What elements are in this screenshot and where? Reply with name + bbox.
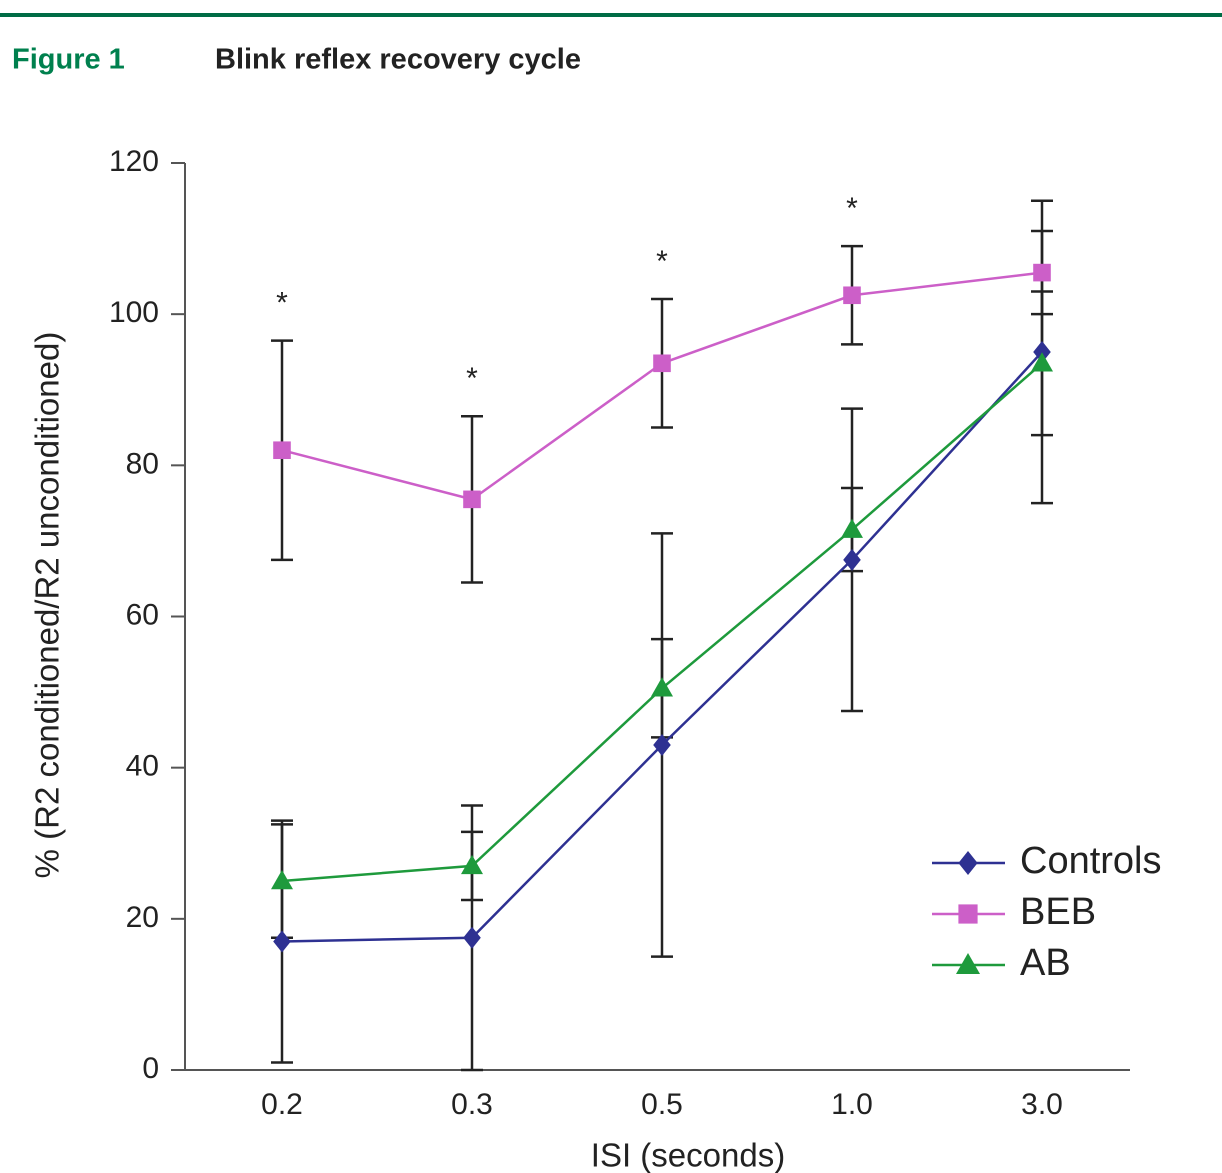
y-tick-label: 80 — [126, 447, 159, 480]
chart-title: Blink reflex recovery cycle — [215, 44, 581, 76]
marker — [843, 548, 861, 571]
marker — [653, 354, 671, 373]
legend-marker — [958, 904, 978, 924]
marker — [273, 441, 291, 460]
y-tick-label: 20 — [126, 901, 159, 934]
significance-marker: * — [466, 362, 478, 395]
marker — [463, 926, 481, 949]
legend-label: Controls — [1020, 840, 1162, 882]
legend-label: AB — [1020, 942, 1071, 984]
y-tick-label: 60 — [126, 598, 159, 631]
figure-label: Figure 1 — [12, 44, 125, 76]
significance-marker: * — [276, 287, 288, 320]
marker — [653, 733, 671, 756]
significance-marker: * — [846, 192, 858, 225]
marker — [1033, 263, 1051, 282]
marker — [271, 870, 293, 890]
y-tick-label: 120 — [109, 145, 159, 178]
legend-label: BEB — [1020, 891, 1096, 933]
x-axis-label: ISI (seconds) — [591, 1137, 785, 1173]
x-tick-label: 3.0 — [1021, 1088, 1063, 1121]
y-axis-label: % (R2 conditioned/R2 unconditioned) — [29, 332, 66, 879]
marker — [273, 930, 291, 953]
marker — [651, 677, 673, 697]
marker — [463, 490, 481, 509]
x-tick-label: 0.5 — [641, 1088, 683, 1121]
marker — [1031, 352, 1053, 372]
x-tick-label: 0.3 — [451, 1088, 493, 1121]
marker — [843, 286, 861, 305]
x-tick-label: 0.2 — [261, 1088, 303, 1121]
y-tick-label: 40 — [126, 750, 159, 783]
y-tick-label: 0 — [142, 1052, 159, 1085]
legend-marker — [956, 953, 980, 974]
legend-marker — [958, 851, 978, 875]
y-tick-label: 100 — [109, 296, 159, 329]
marker — [1033, 340, 1051, 363]
marker — [841, 518, 863, 538]
marker — [461, 854, 483, 875]
significance-marker: * — [656, 245, 668, 278]
x-tick-label: 1.0 — [831, 1088, 873, 1121]
